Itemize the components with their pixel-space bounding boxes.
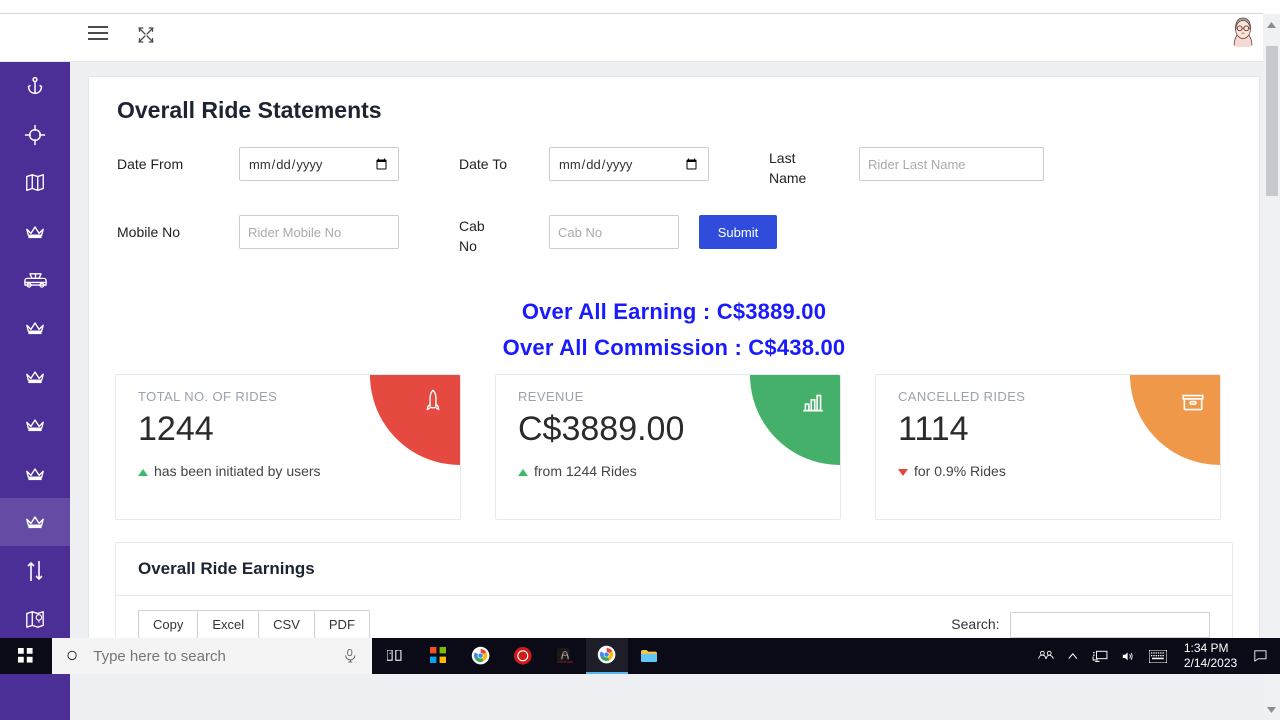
svg-text:POPUP ADS: POPUP ADS <box>557 660 573 664</box>
